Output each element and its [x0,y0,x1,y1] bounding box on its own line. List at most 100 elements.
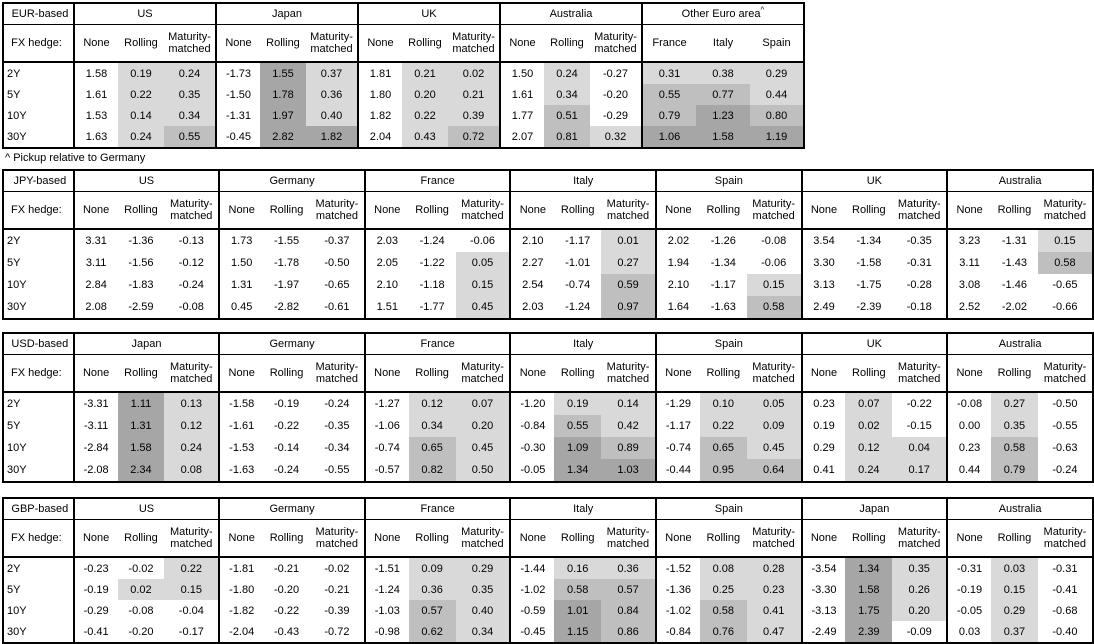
hedge-column-header: Rolling [991,354,1038,393]
hedge-column-header: Rolling [544,24,590,63]
value-cell: -1.55 [274,235,300,247]
value-cell: -0.02 [324,562,350,575]
value-cell: 0.79 [991,459,1038,482]
sub-country-header: France [641,24,696,63]
hedge-column-header: Maturity-matched [1037,191,1093,230]
country-header: Italy [509,170,657,192]
value-cell: -1.50 [215,84,260,105]
hedge-column-header: Rolling [263,354,310,393]
value-cell: -0.24 [274,464,300,476]
table-container-jpy: JPY-based US Germany France Italy Spain UK Aust… [2,169,1094,320]
value-cell: -2.82 [274,301,300,313]
tenor-label: 2Y [7,562,21,575]
value-cell: -1.83 [128,279,154,291]
value-cell: 0.55 [164,126,216,148]
hedge-column-header: Rolling [117,519,165,558]
value-cell: 0.62 [408,621,456,643]
value-cell: 0.45 [455,437,511,459]
hedge-header-row: FX hedge: None Rolling Maturity-matched None… [3,191,1093,230]
value-cell: -0.13 [178,235,204,247]
tenor-label: 10Y [7,442,27,454]
hedge-column-header: Rolling [845,191,893,230]
hedge-column-header: Maturity-matched [601,191,657,230]
tenor-label: 30Y [7,301,27,313]
country-header: Italy [509,333,657,355]
value-cell: 0.07 [455,392,511,415]
value-cell: 1.19 [750,126,804,148]
value-cell: 0.38 [696,62,750,84]
value-cell: -1.01 [565,257,591,269]
value-cell: -0.08 [946,392,991,415]
value-cell: 0.05 [746,392,802,415]
value-cell: 0.86 [601,621,657,643]
hedge-column-header: Maturity-matched [309,519,365,558]
hedge-column-header: Maturity-matched [455,191,511,230]
value-cell: -0.08 [178,301,204,313]
value-cell: 0.95 [699,459,747,482]
hedge-column-header: Rolling [402,24,448,63]
value-cell: -1.24 [363,579,409,600]
value-cell: 0.39 [448,105,500,126]
tenor-label: 5Y [7,420,21,432]
sub-country-header: Spain [750,24,804,63]
value-cell: 1.64 [655,296,700,319]
value-cell: 0.51 [544,105,590,126]
value-cell: -1.97 [274,279,300,291]
table-usd-based: USD-based Japan Germany France Italy Spain UK A… [2,332,1094,483]
value-cell: 1.34 [554,459,602,482]
country-header: Australia [946,333,1093,355]
value-cell: 2.34 [117,459,165,482]
country-header: France [363,333,511,355]
value-cell: 0.15 [1037,229,1093,252]
value-cell: -1.31 [1001,235,1027,247]
value-cell: -1.17 [655,415,700,437]
hedge-column-header: None [509,519,555,558]
value-cell: 0.22 [164,557,220,579]
value-cell: -0.08 [761,235,787,247]
data-row: 10Y -2.84 1.58 0.24 -1.53 -0.14 -0.34 -0.74 0.65… [3,437,1093,459]
value-cell: -1.06 [363,415,409,437]
value-cell: 0.14 [601,392,657,415]
value-cell: 0.22 [699,415,747,437]
hedge-column-header: None [655,191,700,230]
value-cell: -1.27 [363,392,409,415]
value-cell: -0.24 [324,398,350,410]
value-cell: -0.06 [469,235,496,247]
value-cell: 0.24 [164,437,220,459]
value-cell: 0.29 [991,600,1038,621]
country-header: France [363,498,511,520]
spacer [2,320,1094,332]
value-cell: 0.15 [164,579,220,600]
value-cell: -0.19 [72,579,118,600]
country-header: UK [800,170,948,192]
value-cell: 0.97 [601,296,657,319]
value-cell: 2.52 [946,296,991,319]
value-cell: 0.76 [699,621,747,643]
country-header: Australia [946,170,1093,192]
value-cell: 2.82 [260,126,306,148]
value-cell: -1.36 [128,235,154,247]
value-cell: 0.03 [946,621,991,643]
value-cell: -0.34 [324,442,350,454]
value-cell: -0.30 [509,437,555,459]
value-cell: -0.23 [72,557,118,579]
value-cell: 1.53 [73,105,118,126]
hedge-column-header: Rolling [408,354,456,393]
value-cell: -0.68 [1052,604,1078,617]
value-cell: 0.58 [699,600,747,621]
data-row: 30Y -0.41 -0.20 -0.17 -2.04 -0.43 -0.72 -0.98 0.… [3,621,1093,643]
country-label: Spain [714,338,743,350]
hedge-column-header: Maturity-matched [892,354,948,393]
value-cell: 0.58 [1037,252,1093,274]
country-header: Japan [72,333,220,355]
value-cell: 0.35 [164,84,216,105]
hedge-column-header: Maturity-matched [601,519,657,558]
tenor-label: 30Y [7,130,27,143]
value-cell: -0.72 [324,625,350,638]
value-cell: -1.58 [856,257,882,269]
value-cell: -0.31 [906,257,932,269]
value-cell: -1.17 [710,279,736,291]
value-cell: -0.08 [128,604,154,617]
value-cell: -0.59 [509,600,555,621]
data-row: 2Y -0.23 -0.02 0.22 -1.81 -0.21 -0.02 -1.51 0.09… [3,557,1093,579]
